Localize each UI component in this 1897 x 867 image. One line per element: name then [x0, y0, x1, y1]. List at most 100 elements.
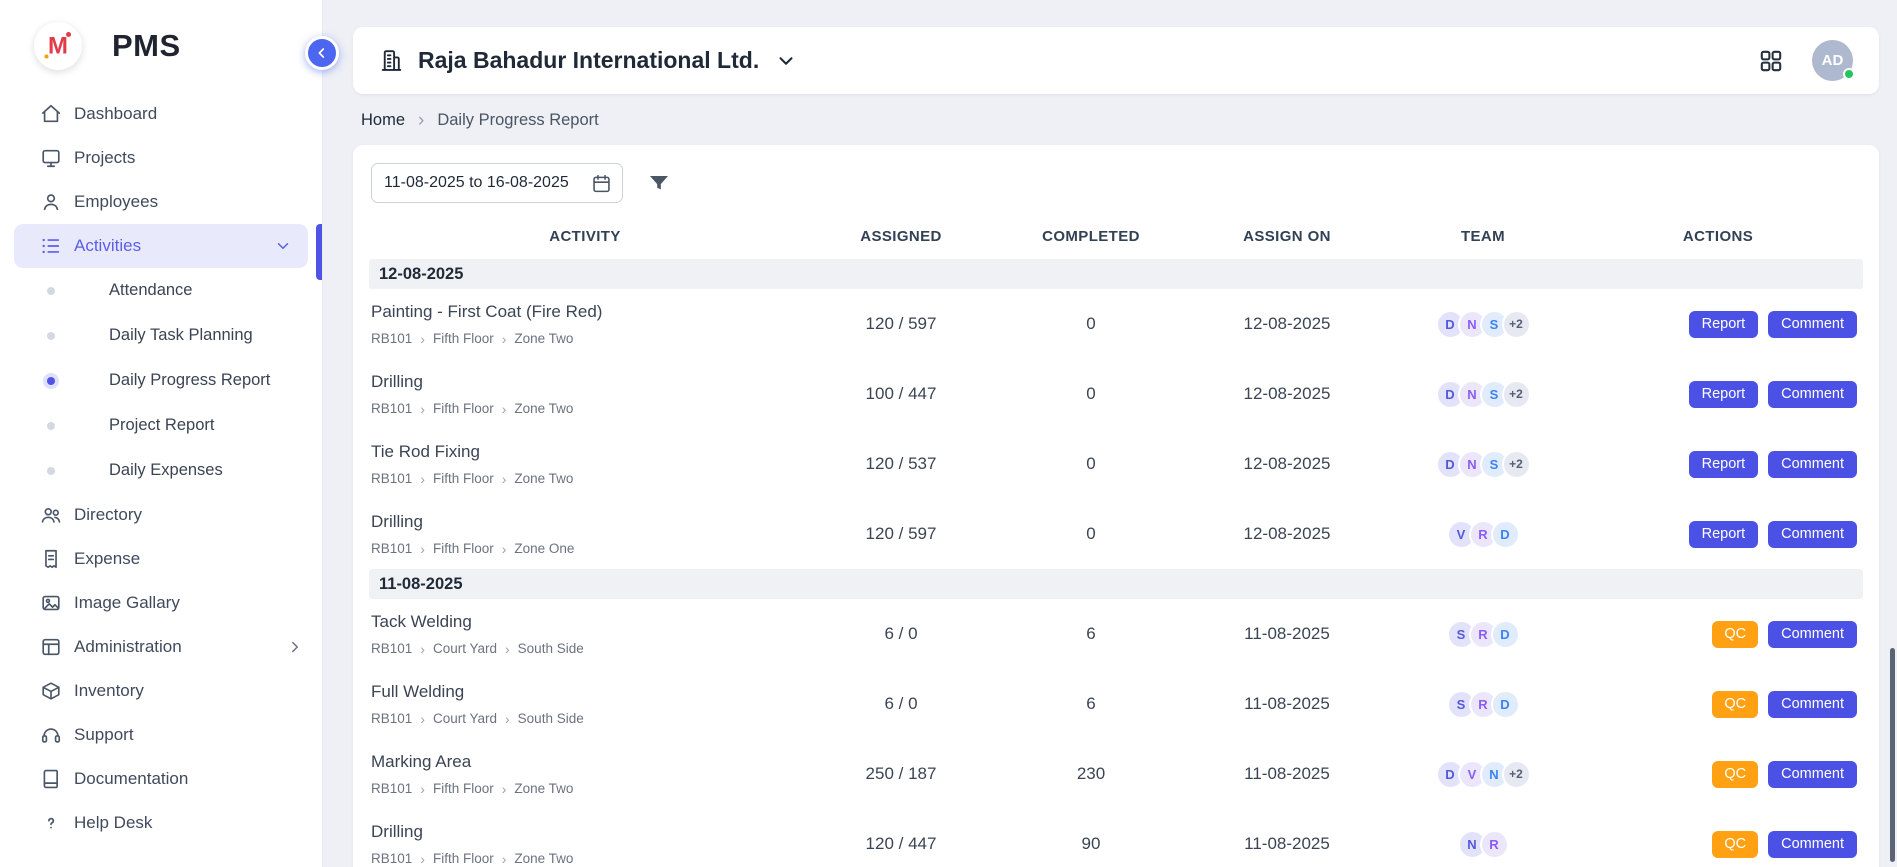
sidebar-item-label: Administration [74, 637, 182, 657]
image-icon [40, 592, 62, 614]
sidebar-item-label: Directory [74, 505, 142, 525]
submenu-item-daily-expenses[interactable]: Daily Expenses [0, 448, 322, 493]
row-actions: QC Comment [1573, 831, 1863, 858]
team-avatars: V R D [1393, 520, 1573, 549]
company-selector[interactable]: Raja Bahadur International Ltd. [379, 47, 797, 74]
submenu-item-attendance[interactable]: Attendance [0, 268, 322, 313]
path-segment: Zone Two [514, 851, 573, 866]
team-avatar: D [1491, 620, 1520, 649]
team-extra-count: +2 [1502, 450, 1531, 479]
pms-logo-icon: M [34, 22, 82, 70]
sidebar-item-activities[interactable]: Activities [14, 224, 308, 268]
sidebar-item-documentation[interactable]: Documentation [0, 757, 322, 801]
calendar-icon [591, 173, 612, 194]
activity-location-path: RB101› Fifth Floor› Zone Two [371, 471, 801, 486]
path-segment: South Side [518, 711, 584, 726]
sidebar-item-image-gallery[interactable]: Image Gallary [0, 581, 322, 625]
bullet-dot-icon [47, 377, 55, 385]
sidebar-item-label: Expense [74, 549, 140, 569]
sidebar-item-label: Dashboard [74, 104, 157, 124]
activity-title: Marking Area [371, 752, 801, 772]
completed-value: 0 [1001, 384, 1181, 404]
date-range-input[interactable]: 11-08-2025 to 16-08-2025 [371, 163, 623, 203]
submenu-item-daily-task-planning[interactable]: Daily Task Planning [0, 313, 322, 358]
qc-button[interactable]: QC [1712, 831, 1758, 858]
sidebar-item-expense[interactable]: Expense [0, 537, 322, 581]
row-actions: QC Comment [1573, 621, 1863, 648]
chevron-right-icon: › [502, 402, 507, 416]
topbar: Raja Bahadur International Ltd. AD [353, 27, 1879, 94]
sidebar-collapse-button[interactable] [305, 36, 339, 70]
avatar-initials: AD [1822, 52, 1844, 69]
qc-button[interactable]: QC [1712, 761, 1758, 788]
submenu-item-label: Daily Progress Report [109, 371, 270, 390]
comment-button[interactable]: Comment [1768, 831, 1857, 858]
report-button[interactable]: Report [1689, 311, 1759, 338]
chevron-right-icon: › [420, 852, 425, 866]
path-segment: Zone Two [514, 401, 573, 416]
table-header: ACTIVITY ASSIGNED COMPLETED ASSIGN ON TE… [369, 213, 1863, 259]
chevron-down-icon [775, 50, 797, 72]
row-actions: Report Comment [1573, 311, 1863, 338]
chevron-right-icon: › [420, 782, 425, 796]
column-header-assigned: ASSIGNED [801, 228, 1001, 245]
topbar-right: AD [1758, 40, 1853, 81]
assigned-value: 120 / 597 [801, 524, 1001, 544]
receipt-icon [40, 548, 62, 570]
sidebar-item-label: Employees [74, 192, 158, 212]
report-button[interactable]: Report [1689, 381, 1759, 408]
activity-cell: Marking Area RB101› Fifth Floor› Zone Tw… [369, 746, 801, 802]
comment-button[interactable]: Comment [1768, 381, 1857, 408]
sidebar-item-dashboard[interactable]: Dashboard [0, 92, 322, 136]
qc-button[interactable]: QC [1712, 691, 1758, 718]
filter-icon[interactable] [647, 171, 671, 195]
assign-on-value: 11-08-2025 [1181, 624, 1393, 644]
comment-button[interactable]: Comment [1768, 311, 1857, 338]
sidebar-item-inventory[interactable]: Inventory [0, 669, 322, 713]
sidebar-item-employees[interactable]: Employees [0, 180, 322, 224]
sidebar-item-administration[interactable]: Administration [0, 625, 322, 669]
apps-grid-icon[interactable] [1758, 48, 1784, 74]
assigned-value: 100 / 447 [801, 384, 1001, 404]
submenu-item-project-report[interactable]: Project Report [0, 403, 322, 448]
report-card: 11-08-2025 to 16-08-2025 ACTIVITY ASSIGN… [353, 145, 1879, 867]
bullet-dot-icon [47, 467, 55, 475]
activity-cell: Drilling RB101› Fifth Floor› Zone One [369, 506, 801, 562]
path-segment: RB101 [371, 641, 412, 656]
comment-button[interactable]: Comment [1768, 691, 1857, 718]
comment-button[interactable]: Comment [1768, 521, 1857, 548]
sidebar-item-help-desk[interactable]: Help Desk [0, 801, 322, 845]
sidebar-item-label: Projects [74, 148, 135, 168]
sidebar-item-directory[interactable]: Directory [0, 493, 322, 537]
activity-location-path: RB101› Fifth Floor› Zone One [371, 541, 801, 556]
qc-button[interactable]: QC [1712, 621, 1758, 648]
building-icon [379, 48, 404, 73]
activities-submenu: Attendance Daily Task Planning Daily Pro… [0, 268, 322, 493]
assign-on-value: 11-08-2025 [1181, 834, 1393, 854]
report-button[interactable]: Report [1689, 451, 1759, 478]
scrollbar-thumb[interactable] [1890, 648, 1895, 862]
breadcrumb-home[interactable]: Home [361, 111, 405, 130]
assign-on-value: 12-08-2025 [1181, 524, 1393, 544]
comment-button[interactable]: Comment [1768, 451, 1857, 478]
path-segment: Fifth Floor [433, 781, 494, 796]
assign-on-value: 12-08-2025 [1181, 314, 1393, 334]
chevron-right-icon: › [502, 782, 507, 796]
assigned-value: 250 / 187 [801, 764, 1001, 784]
path-segment: RB101 [371, 331, 412, 346]
submenu-item-daily-progress-report[interactable]: Daily Progress Report [0, 358, 322, 403]
user-avatar[interactable]: AD [1812, 40, 1853, 81]
report-button[interactable]: Report [1689, 521, 1759, 548]
question-icon [40, 812, 62, 834]
activity-cell: Tie Rod Fixing RB101› Fifth Floor› Zone … [369, 436, 801, 492]
person-icon [40, 191, 62, 213]
active-item-indicator [316, 224, 322, 280]
sidebar-item-projects[interactable]: Projects [0, 136, 322, 180]
comment-button[interactable]: Comment [1768, 761, 1857, 788]
column-header-actions: ACTIONS [1573, 228, 1863, 245]
assign-on-value: 12-08-2025 [1181, 384, 1393, 404]
chevron-right-icon: › [418, 111, 424, 130]
sidebar-item-support[interactable]: Support [0, 713, 322, 757]
assigned-value: 120 / 537 [801, 454, 1001, 474]
comment-button[interactable]: Comment [1768, 621, 1857, 648]
